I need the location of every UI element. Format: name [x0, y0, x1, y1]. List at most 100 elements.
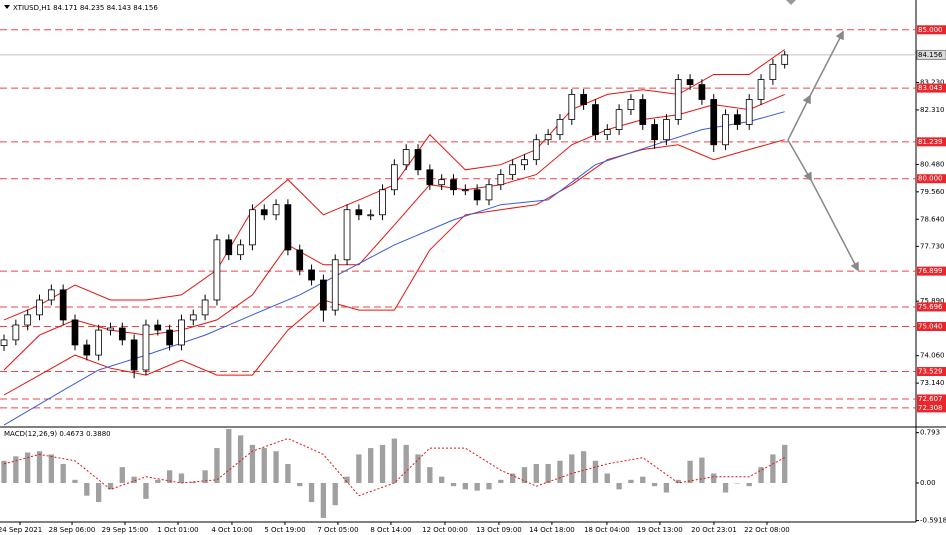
candle-body: [130, 339, 138, 371]
macd-bar: [569, 454, 575, 484]
candle-body: [237, 244, 244, 256]
x-tick-label: 24 Sep 2021: [0, 526, 42, 534]
x-tick-label: 4 Oct 10:00: [211, 526, 252, 534]
macd-bar: [711, 473, 717, 484]
y-tick-label: 79.560: [920, 188, 945, 196]
macd-bar: [1, 460, 7, 484]
macd-bar: [651, 483, 658, 487]
level-label: 75.696: [918, 303, 943, 311]
x-tick-label: 12 Oct 00:00: [422, 526, 468, 534]
candle-body: [603, 129, 611, 136]
candle-body: [391, 164, 398, 191]
x-tick-label: 1 Oct 01:00: [157, 526, 198, 534]
macd-bar: [249, 444, 256, 484]
macd-bar: [545, 463, 551, 484]
macd-bar: [628, 479, 634, 484]
candle-body: [166, 329, 173, 346]
macd-bar: [746, 483, 752, 487]
candle-body: [225, 239, 233, 256]
candle-body: [47, 289, 55, 301]
candle-body: [284, 204, 292, 251]
candle-body: [497, 174, 505, 186]
candle-body: [36, 299, 43, 316]
macd-bar: [391, 438, 398, 484]
macd-bar: [474, 483, 480, 491]
macd-bar: [166, 470, 173, 484]
candle-body: [107, 327, 114, 331]
candle-body: [615, 109, 623, 130]
current-price-label: 84.156: [918, 51, 943, 59]
level-label: 80.000: [918, 175, 943, 183]
candle-body: [651, 124, 658, 141]
candle-body: [745, 99, 753, 125]
candle-body: [402, 149, 410, 166]
candle-body: [355, 209, 363, 216]
candle-body: [331, 259, 339, 311]
candle-body: [379, 189, 386, 216]
candle-body: [710, 99, 718, 146]
candle-body: [142, 324, 150, 371]
macd-bar: [344, 476, 350, 484]
candle-body: [71, 319, 79, 346]
menu-icon[interactable]: [4, 5, 10, 9]
x-tick-label: 13 Oct 09:00: [476, 526, 522, 534]
candle-body: [178, 319, 185, 346]
chart-title: XTIUSD,H1 84.171 84.235 84.143 84.156: [13, 4, 158, 12]
macd-bar: [758, 467, 764, 484]
x-tick-label: 8 Oct 14:00: [370, 526, 411, 534]
macd-bar: [356, 454, 362, 484]
candle-body: [627, 99, 635, 111]
x-tick-label: 20 Oct 23:01: [691, 526, 737, 534]
candle-body: [95, 329, 103, 356]
indicator-line: [3, 437, 785, 497]
macd-bar: [770, 454, 776, 484]
candle-body: [580, 94, 587, 105]
y-tick-label: 83.230: [920, 79, 945, 87]
candle-body: [509, 164, 517, 175]
level-label-box: [917, 367, 946, 377]
macd-bar: [782, 444, 788, 484]
level-label: 72.308: [918, 404, 943, 412]
macd-bar: [95, 483, 102, 503]
candle-body: [532, 139, 540, 161]
candle-body: [781, 54, 789, 65]
macd-bar: [285, 463, 291, 484]
macd-bar: [439, 476, 445, 484]
candle-body: [592, 104, 599, 136]
candle-body: [189, 314, 197, 321]
macd-bar: [84, 483, 90, 496]
candle-body: [674, 79, 682, 120]
x-tick-label: 19 Oct 13:00: [637, 526, 683, 534]
y-tick-label: 75.890: [920, 297, 945, 305]
y-tick-label: 0.793: [920, 429, 940, 437]
macd-bar: [509, 473, 516, 484]
macd-bar: [202, 470, 208, 484]
macd-bar: [178, 473, 185, 484]
macd-bar: [462, 483, 468, 490]
macd-bar: [604, 473, 610, 484]
level-label-box: [917, 322, 946, 332]
macd-bar: [25, 452, 31, 484]
candle-body: [639, 99, 647, 125]
candle-body: [485, 184, 493, 201]
candle-body: [568, 94, 576, 120]
macd-bar: [261, 448, 267, 484]
plot-layer: 83.230 82.310 80.480 79.560 78.640 77.730 75.8…: [0, 25, 946, 534]
macd-bar: [226, 429, 232, 484]
y-tick-label: 77.730: [920, 242, 945, 250]
macd-bar: [722, 483, 729, 493]
candle-body: [154, 324, 162, 331]
scenario-arrow-up: [787, 30, 844, 141]
macd-bar: [155, 479, 161, 484]
level-label-box: [917, 302, 946, 312]
macd-bar: [580, 451, 587, 484]
level-label-box: [917, 174, 946, 184]
candle-body: [249, 209, 256, 246]
candle-body: [686, 79, 694, 86]
y-tick-label: 74.060: [920, 352, 945, 360]
candle-body: [0, 339, 8, 346]
level-label-box: [917, 394, 946, 404]
macd-bar: [332, 483, 338, 506]
macd-bar: [699, 457, 705, 484]
